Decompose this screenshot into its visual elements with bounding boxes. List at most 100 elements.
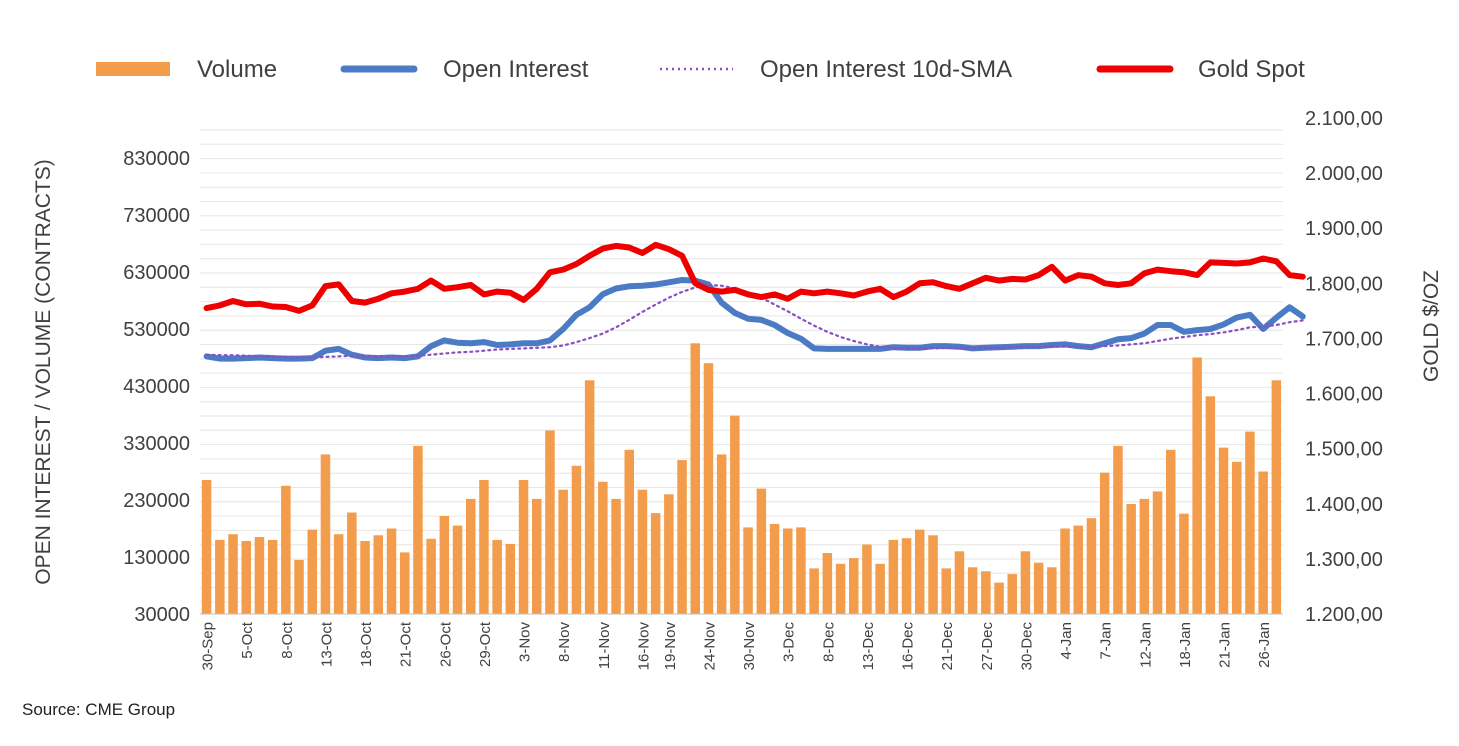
y-right-tick-label: 1.500,00 <box>1305 439 1383 461</box>
volume-bar <box>373 535 383 614</box>
volume-bar <box>598 481 608 614</box>
volume-bar <box>1166 449 1176 614</box>
volume-bar <box>413 445 423 614</box>
x-tick-label: 27-Dec <box>979 622 996 671</box>
x-tick-label: 30-Dec <box>1019 622 1036 671</box>
volume-bar <box>1139 498 1150 614</box>
y-right-tick-label: 1.400,00 <box>1305 494 1383 516</box>
volume-bar <box>492 539 502 614</box>
volume-bar <box>1073 525 1083 614</box>
volume-bar <box>532 498 542 614</box>
volume-bar <box>954 551 965 614</box>
volume-bar <box>835 563 846 614</box>
x-tick-label: 3-Nov <box>517 622 534 663</box>
x-tick-label: 3-Dec <box>781 622 798 663</box>
y-left-tick-label: 630000 <box>123 262 190 284</box>
volume-bar <box>1020 551 1031 614</box>
x-tick-label: 5-Oct <box>239 621 256 659</box>
volume-bar <box>1099 472 1110 614</box>
volume-bar <box>981 571 991 615</box>
x-tick-label: 18-Oct <box>358 621 375 667</box>
volume-bar <box>1232 461 1242 614</box>
legend-label-gold: Gold Spot <box>1198 56 1305 83</box>
x-tick-label: 16-Dec <box>900 622 917 671</box>
series-lines <box>203 241 1306 362</box>
volume-bar <box>1245 431 1255 614</box>
y-right-axis-title: GOLD $/OZ <box>1420 270 1443 382</box>
volume-bar <box>637 489 648 614</box>
x-tick-label: 24-Nov <box>702 622 719 671</box>
x-tick-label: 8-Dec <box>820 622 837 663</box>
volume-bar <box>901 538 912 614</box>
y-right-tick-label: 1.800,00 <box>1305 273 1383 295</box>
y-right-tick-label: 1.900,00 <box>1305 218 1383 240</box>
x-tick-label: 21-Dec <box>939 622 956 671</box>
volume-bar <box>439 516 450 614</box>
volume-bar <box>888 539 899 614</box>
y-right-tick-label: 1.200,00 <box>1305 604 1383 626</box>
y-left-tick-label: 330000 <box>123 433 190 455</box>
volume-bar <box>452 525 463 614</box>
volume-bar <box>941 568 951 614</box>
volume-bar <box>743 527 753 614</box>
x-tick-label: 4-Jan <box>1058 622 1075 660</box>
volume-bar <box>294 559 304 614</box>
gold-spot-line <box>203 241 1306 314</box>
y-left-tick-label: 30000 <box>134 604 190 626</box>
volume-bar <box>703 363 714 614</box>
y-left-tick-label: 130000 <box>123 547 190 569</box>
volume-bar <box>558 489 568 614</box>
volume-bar <box>915 529 925 614</box>
volume-bar <box>677 460 687 614</box>
volume-bar <box>386 528 397 614</box>
volume-bar <box>1007 574 1017 614</box>
y-right-tick-label: 1.300,00 <box>1305 549 1383 571</box>
y-left-tick-label: 430000 <box>123 376 190 398</box>
volume-bar <box>1086 518 1097 614</box>
volume-bar <box>796 527 806 614</box>
x-tick-label: 21-Jan <box>1217 622 1234 668</box>
x-tick-label: 26-Jan <box>1256 622 1273 668</box>
volume-bar <box>809 568 819 614</box>
volume-bar <box>320 454 331 614</box>
x-tick-label: 29-Oct <box>477 621 494 667</box>
x-tick-label: 13-Dec <box>860 622 877 671</box>
volume-bar <box>400 552 410 614</box>
volume-bar <box>730 415 740 614</box>
x-tick-label: 7-Jan <box>1098 622 1115 660</box>
volume-bar <box>518 480 529 614</box>
x-tick-label: 19-Nov <box>662 622 679 671</box>
y-right-tick-label: 1.600,00 <box>1305 384 1383 406</box>
volume-bar <box>1113 445 1123 614</box>
x-tick-label: 8-Oct <box>279 621 296 659</box>
x-tick-label: 30-Sep <box>200 622 217 670</box>
volume-bar <box>1047 567 1057 614</box>
volume-bar <box>584 380 595 614</box>
x-tick-label: 12-Jan <box>1137 622 1154 668</box>
volume-bar <box>505 543 516 614</box>
y-left-axis-title: OPEN INTEREST / VOLUME (CONTRACTS) <box>32 159 55 585</box>
volume-bar <box>1152 491 1163 614</box>
volume-bar <box>769 523 780 614</box>
volume-bar <box>822 553 833 614</box>
volume-bar <box>1126 504 1136 614</box>
volume-bar <box>215 539 225 614</box>
volume-bar <box>228 534 238 614</box>
x-tick-label: 18-Jan <box>1177 622 1194 668</box>
volume-bar <box>360 541 370 614</box>
volume-bar <box>611 498 621 614</box>
volume-bar <box>928 535 938 614</box>
volume-bar <box>1033 562 1044 614</box>
volume-bar <box>466 498 476 614</box>
y-right-tick-label: 2.000,00 <box>1305 163 1383 185</box>
volume-bar <box>241 541 251 614</box>
open-interest-line <box>203 277 1306 362</box>
legend: Volume Open Interest Open Interest 10d-SMA… <box>96 56 1305 83</box>
volume-bar <box>307 529 317 614</box>
y-left-tick-label: 230000 <box>123 490 190 512</box>
volume-bar <box>201 480 212 614</box>
x-tick-label: 26-Oct <box>437 621 454 667</box>
y-left-tick-label: 530000 <box>123 319 190 341</box>
